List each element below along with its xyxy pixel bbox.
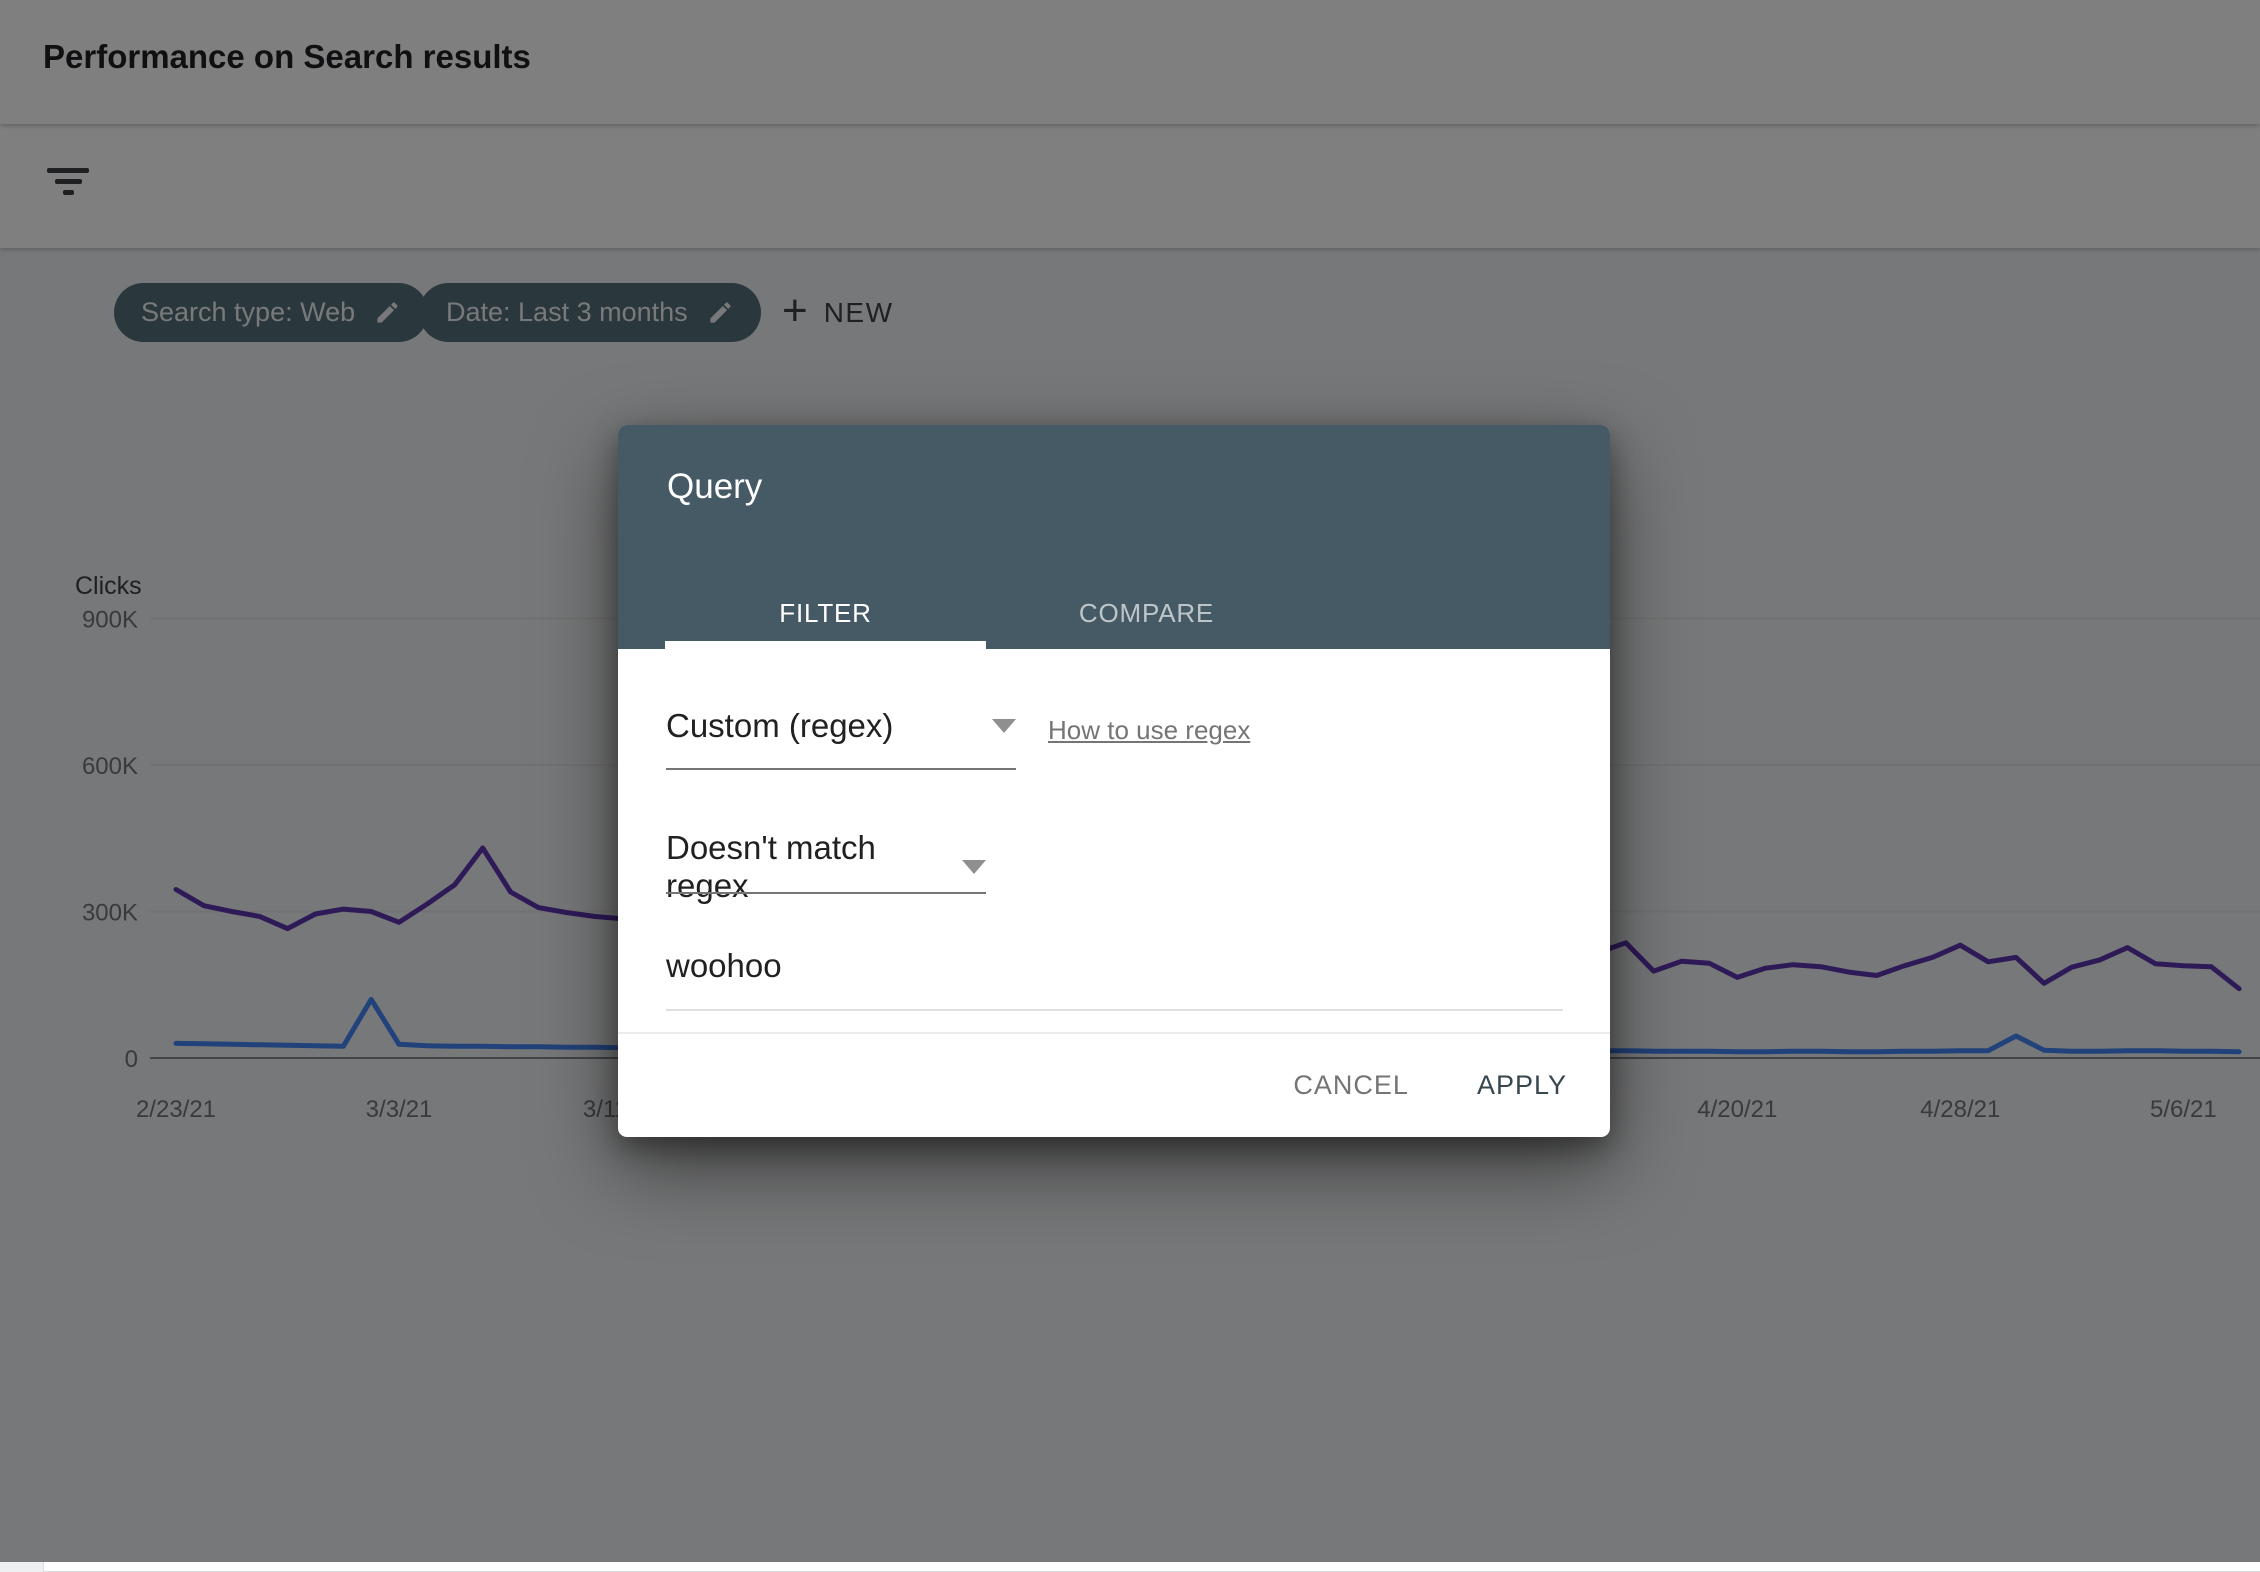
active-tab-indicator (665, 641, 986, 651)
tab-filter-label: FILTER (779, 598, 871, 629)
chevron-down-icon (992, 719, 1016, 733)
tab-filter[interactable]: FILTER (665, 577, 986, 649)
input-underline (666, 1009, 1563, 1011)
dialog-actions: CANCEL APPLY (618, 1034, 1610, 1137)
regex-query-input[interactable] (666, 941, 1563, 991)
query-dialog-tabs: FILTER COMPARE (665, 577, 1307, 649)
apply-button[interactable]: APPLY (1471, 1060, 1573, 1111)
query-dialog-header: Query FILTER COMPARE (618, 425, 1610, 649)
regex-help-link[interactable]: How to use regex (1048, 715, 1250, 746)
select-underline (666, 768, 1016, 770)
chevron-down-icon (962, 860, 986, 874)
tab-compare[interactable]: COMPARE (986, 577, 1307, 649)
cancel-button[interactable]: CANCEL (1287, 1060, 1415, 1111)
filter-type-value: Custom (regex) (666, 707, 893, 745)
query-dialog-title: Query (667, 467, 762, 507)
query-filter-dialog: Query FILTER COMPARE Custom (regex) How … (618, 425, 1610, 1137)
filter-type-select[interactable]: Custom (regex) (666, 707, 1016, 745)
tab-compare-label: COMPARE (1079, 598, 1214, 629)
select-underline (666, 892, 986, 894)
